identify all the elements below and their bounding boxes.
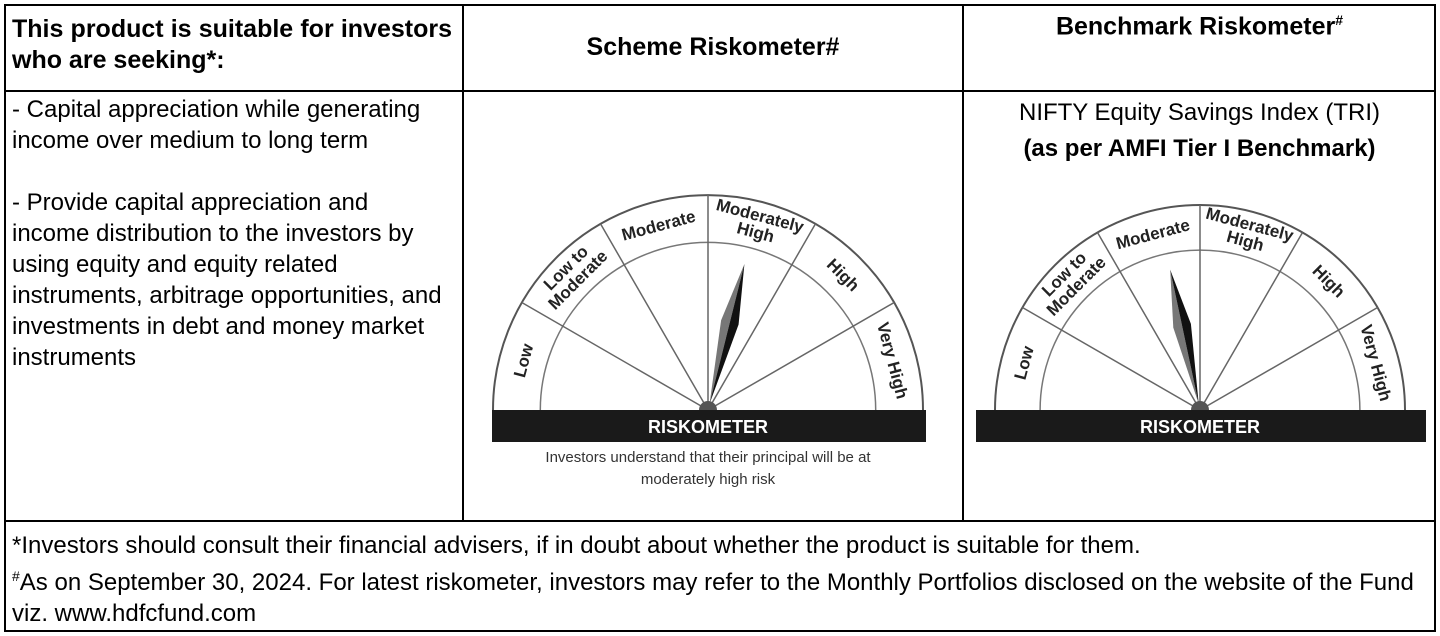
- riskometer-caption: Investors understand that their principa…: [545, 449, 871, 466]
- needle-shade: [709, 263, 745, 404]
- header-scheme: Scheme Riskometer#: [586, 33, 840, 61]
- header-suitability: This product is suitable for investors w…: [12, 15, 452, 74]
- riskometer-title: RISKOMETER: [648, 417, 768, 437]
- riskometer-title: RISKOMETER: [1140, 417, 1260, 437]
- scheme-cell: Low Low toModerate Moderate ModeratelyHigh H…: [464, 92, 962, 520]
- suitability-item: - Provide capital appreciation and incom…: [12, 189, 442, 371]
- header-benchmark: Benchmark Riskometer#: [964, 12, 1435, 41]
- benchmark-cell: NIFTY Equity Savings Index (TRI) (as per…: [964, 92, 1435, 520]
- gauge-divider: [1096, 232, 1201, 411]
- gauge-divider: [1199, 306, 1378, 411]
- riskometer-bar: [492, 410, 926, 442]
- gauge-divider: [707, 223, 817, 411]
- superscript: #: [1335, 12, 1344, 28]
- gauge-divider: [1022, 306, 1201, 411]
- col-rule: [962, 4, 964, 521]
- benchmark-index: NIFTY Equity Savings Index (TRI): [1018, 99, 1380, 126]
- row-rule: [4, 520, 1436, 522]
- gauge-divider: [599, 223, 709, 411]
- footer-note: #As on September 30, 2024. For latest ri…: [12, 561, 1432, 629]
- needle: [709, 263, 745, 404]
- benchmark-note: (as per AMFI Tier I Benchmark): [1023, 135, 1376, 162]
- riskometer-bar: [976, 410, 1426, 442]
- gauge-divider: [521, 301, 709, 411]
- footer: *Investors should consult their financia…: [12, 530, 1432, 629]
- gauge-divider: [707, 301, 895, 411]
- footer-note-text: As on September 30, 2024. For latest ris…: [12, 569, 1414, 627]
- row-rule: [4, 90, 1436, 92]
- suitability-list: - Capital appreciation while generating …: [12, 94, 452, 373]
- col-rule: [462, 4, 464, 521]
- gauge-divider: [1199, 232, 1304, 411]
- footer-note: *Investors should consult their financia…: [12, 532, 1141, 559]
- riskometer-caption: moderately high risk: [641, 471, 776, 488]
- suitability-item: - Capital appreciation while generating …: [12, 96, 421, 154]
- superscript: #: [12, 568, 20, 584]
- header-benchmark-text: Benchmark Riskometer: [1055, 12, 1336, 41]
- needle-shade: [1170, 269, 1199, 404]
- needle: [1170, 269, 1199, 404]
- table-border: [4, 4, 1436, 632]
